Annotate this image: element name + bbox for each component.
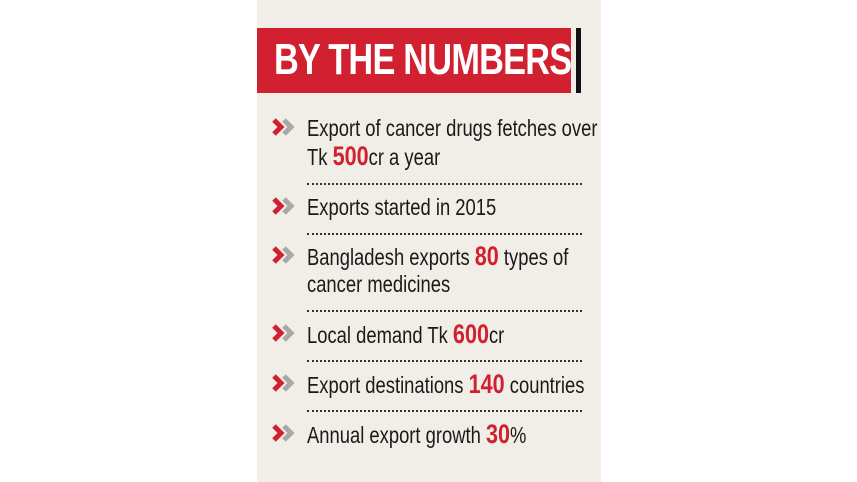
highlight-number: 80: [474, 241, 499, 271]
item-text-part: types of: [498, 244, 569, 270]
chevron-right-icon: [271, 424, 301, 442]
item-text: Tk 500cr a year: [307, 142, 440, 171]
item-text-part: cr: [488, 322, 505, 348]
highlight-number: 30: [486, 419, 511, 449]
chevron-right-icon: [271, 118, 301, 136]
item-text-part: Export destinations: [307, 372, 469, 398]
dotted-divider: [307, 183, 582, 185]
item-text: Local demand Tk 600cr: [307, 320, 504, 349]
highlight-number: 500: [332, 141, 369, 171]
dotted-divider: [307, 360, 582, 362]
item-text-part: countries: [504, 372, 585, 398]
item-text: cancer medicines: [307, 270, 450, 298]
item-text: Bangladesh exports 80 types of: [307, 242, 568, 271]
dotted-divider: [307, 310, 582, 312]
item-text-part: Bangladesh exports: [307, 244, 475, 270]
item-text: Export of cancer drugs fetches over: [307, 114, 597, 142]
item-text-part: Local demand Tk: [307, 322, 453, 348]
item-text: Exports started in 2015: [307, 193, 496, 221]
item-text-part: Exports started in 2015: [307, 194, 497, 220]
chevron-right-icon: [271, 197, 301, 215]
highlight-number: 140: [468, 369, 505, 399]
item-text: Annual export growth 30%: [307, 420, 526, 449]
dotted-divider: [307, 410, 582, 412]
item-text-part: cr a year: [368, 144, 441, 170]
chevron-right-icon: [271, 324, 301, 342]
item-text: Export destinations 140 countries: [307, 370, 584, 399]
chevron-right-icon: [271, 374, 301, 392]
item-text-part: Annual export growth: [307, 422, 486, 448]
item-text-part: Tk: [307, 144, 333, 170]
title-banner: BY THE NUMBERS: [257, 28, 572, 93]
banner-accent-bar: [576, 28, 581, 93]
highlight-number: 600: [452, 319, 489, 349]
item-text-part: %: [510, 422, 527, 448]
item-text-part: Export of cancer drugs fetches over: [307, 115, 598, 141]
item-text-part: cancer medicines: [307, 271, 451, 297]
chevron-right-icon: [271, 246, 301, 264]
title: BY THE NUMBERS: [274, 35, 572, 84]
dotted-divider: [307, 233, 582, 235]
by-the-numbers-card: BY THE NUMBERS Export of cancer drugs fe…: [257, 0, 601, 482]
